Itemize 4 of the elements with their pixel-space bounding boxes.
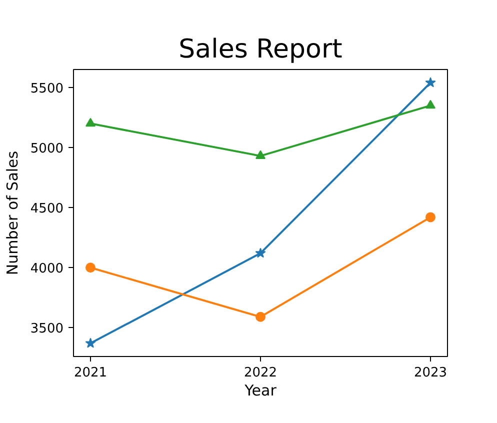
point: [426, 212, 436, 222]
x-tick-label: 2023: [414, 366, 448, 380]
point: [425, 77, 436, 88]
point: [426, 100, 436, 109]
